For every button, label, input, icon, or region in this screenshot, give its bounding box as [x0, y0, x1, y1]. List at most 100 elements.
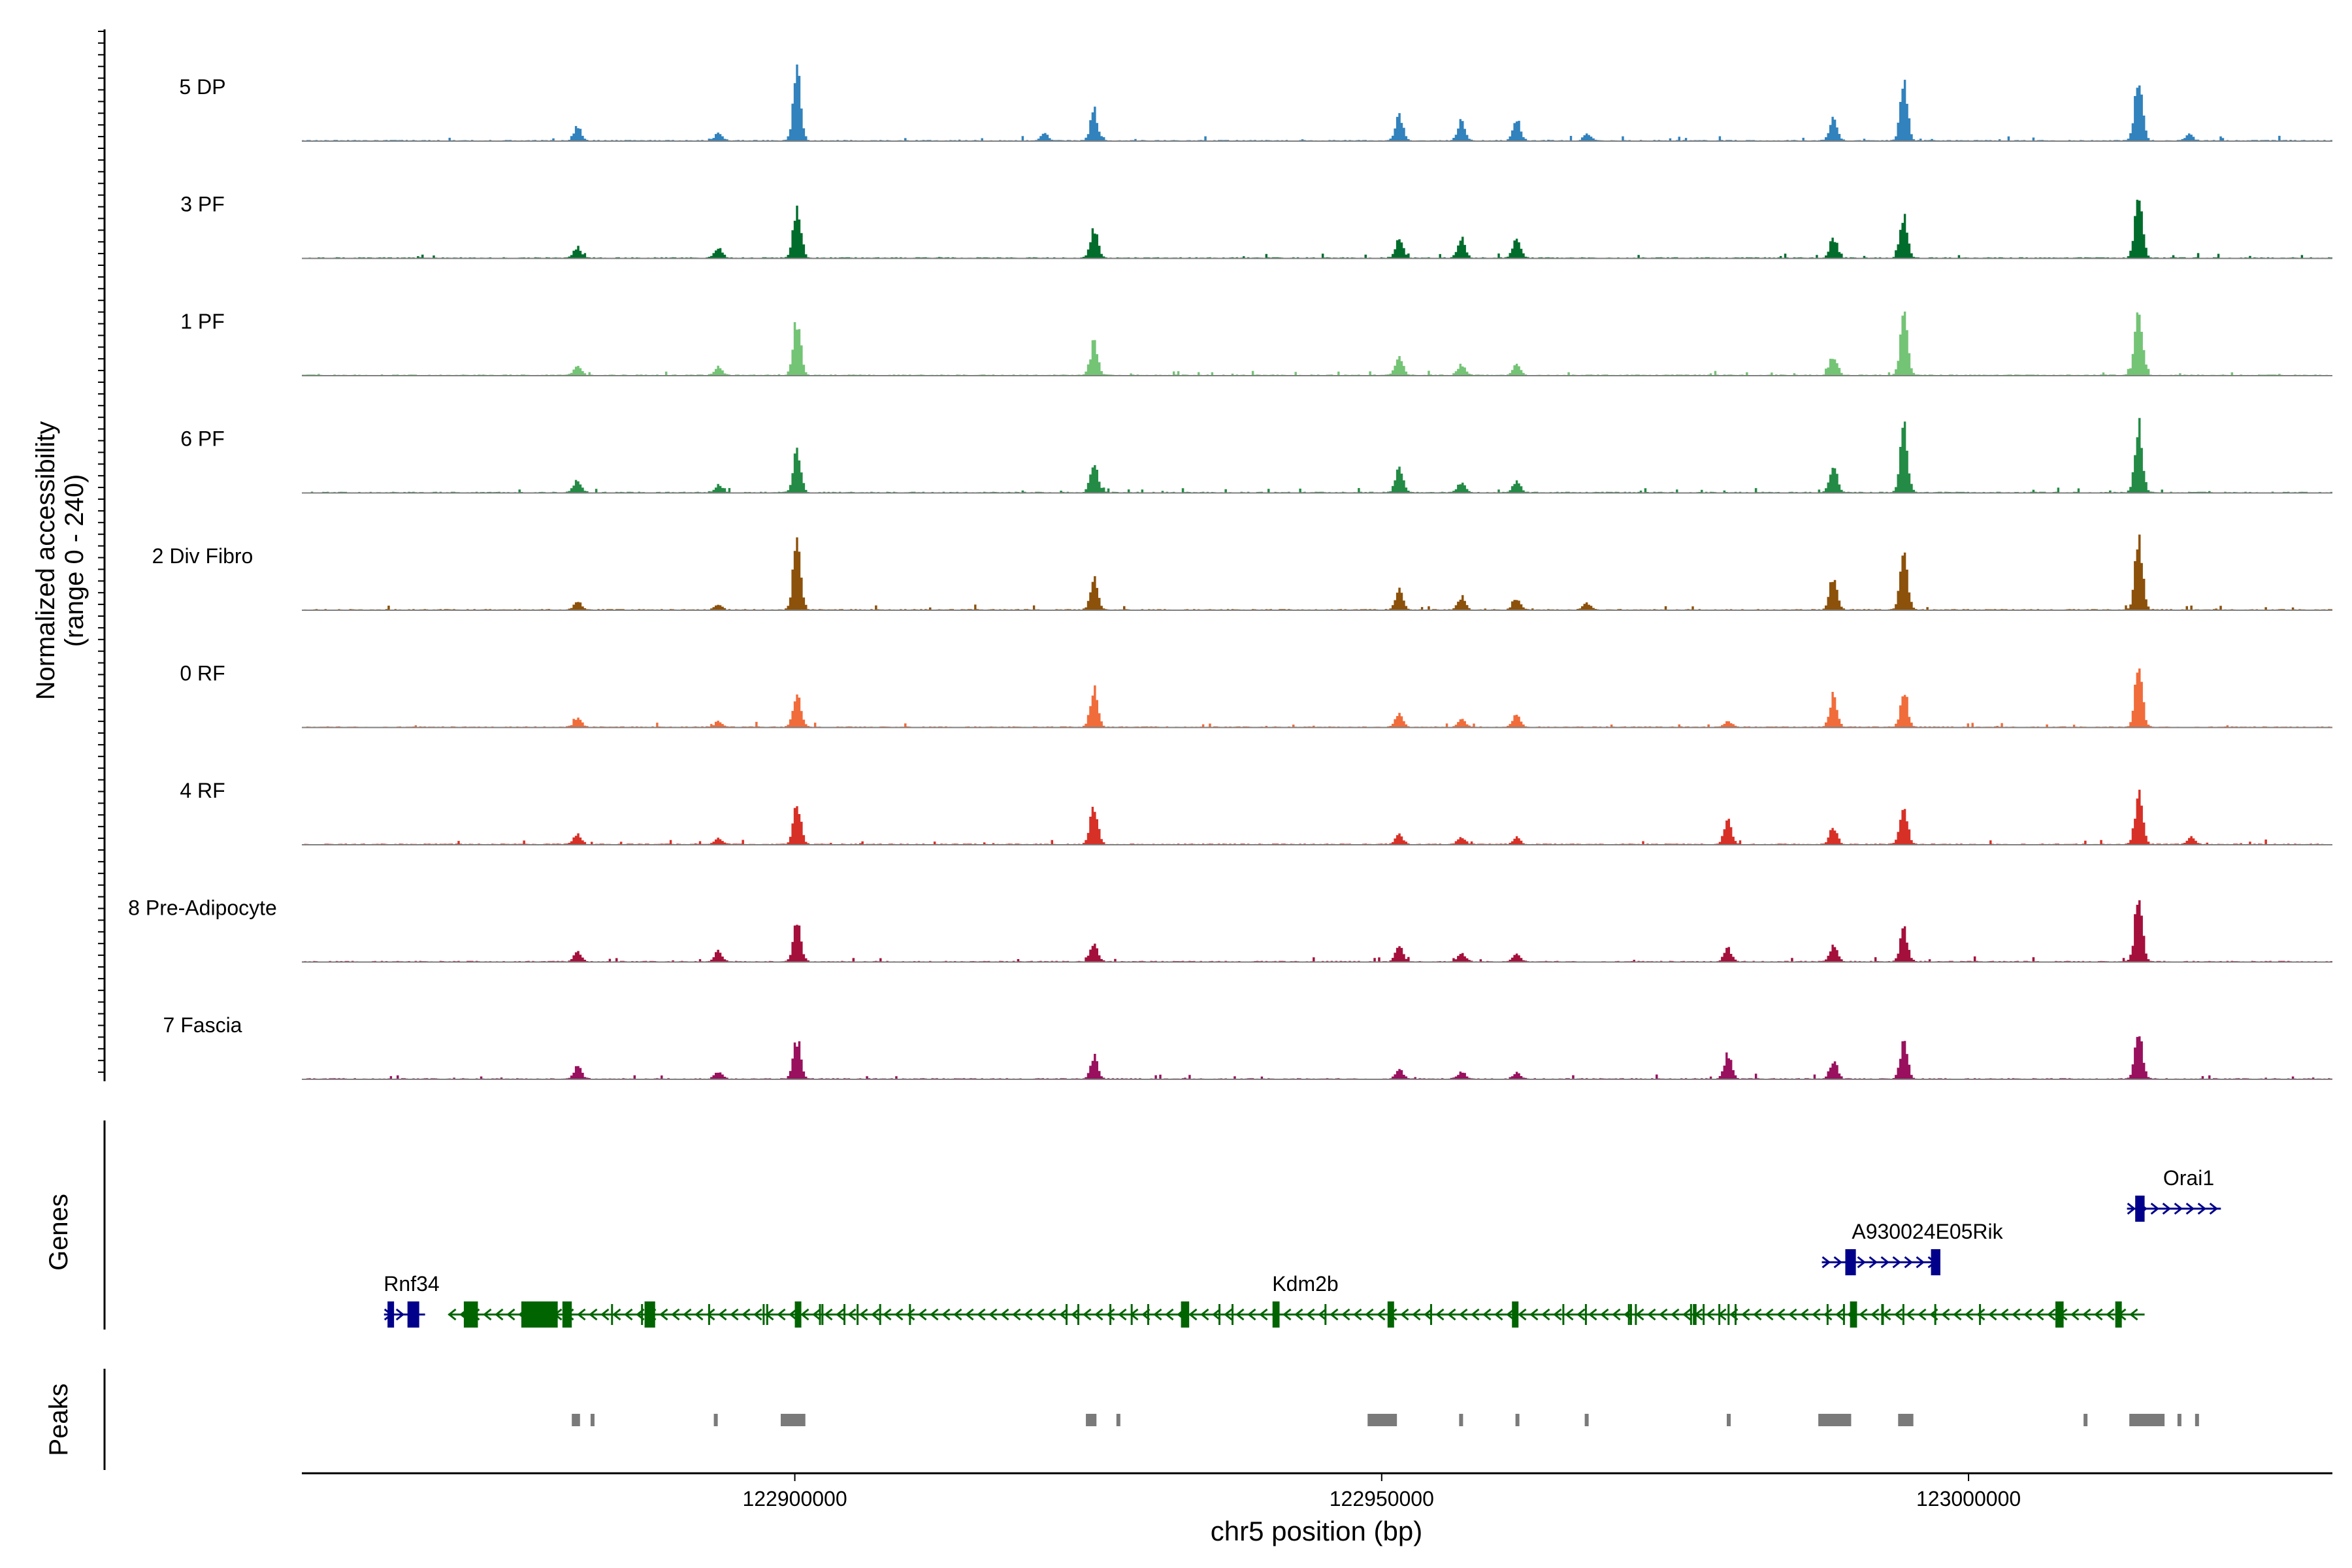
peak-region [1726, 1414, 1731, 1426]
strand-chevron [1059, 1308, 1068, 1321]
strand-chevron [1800, 1308, 1809, 1321]
peak-mark [1903, 554, 1905, 610]
strand-chevron [2197, 1202, 2207, 1215]
strand-chevron [742, 1308, 751, 1321]
strand-chevron [1424, 1308, 1433, 1321]
peak-mark [1398, 589, 1401, 610]
strand-chevron [2162, 1202, 2172, 1215]
peak-mark [1832, 463, 1835, 493]
strand-chevron [1565, 1308, 1574, 1321]
peak-region [2177, 1414, 2181, 1426]
strand-chevron [1047, 1308, 1056, 1321]
peak-mark [717, 367, 720, 376]
peak-mark [1586, 603, 1588, 611]
strand-chevron [2023, 1308, 2033, 1321]
gene-label: Kdm2b [1272, 1272, 1338, 1296]
strand-chevron [1165, 1308, 1174, 1321]
peak-mark [1727, 947, 1729, 962]
peak-mark [576, 1066, 579, 1079]
peak-mark [796, 66, 798, 141]
peak-mark [1515, 482, 1518, 493]
strand-chevron [694, 1308, 704, 1321]
peak-mark [717, 247, 720, 258]
strand-chevron [871, 1308, 880, 1321]
peak-mark [1515, 599, 1518, 610]
peak-mark [1398, 237, 1401, 258]
peak-mark [2188, 134, 2191, 142]
x-tick-label: 122950000 [1330, 1487, 1434, 1511]
peak-mark [796, 202, 798, 258]
strand-chevron [1916, 1256, 1925, 1269]
strand-chevron [1330, 1308, 1339, 1321]
peak-region [572, 1414, 580, 1426]
peak-mark [2138, 1030, 2140, 1079]
peak-mark [1903, 804, 1905, 845]
x-axis-title: chr5 position (bp) [1211, 1516, 1423, 1546]
track-label: 0 RF [180, 662, 225, 685]
peak-mark [576, 601, 579, 610]
exon [1845, 1249, 1856, 1275]
strand-chevron [1812, 1308, 1821, 1321]
track-label: 3 PF [180, 193, 225, 216]
gene-label: Orai1 [2163, 1166, 2214, 1190]
peak-mark [2138, 660, 2140, 728]
peak-mark [576, 951, 579, 962]
peak-mark [576, 480, 579, 493]
strand-chevron [1821, 1256, 1831, 1269]
gene-kdm2b: Kdm2b [448, 1272, 2145, 1328]
peak-mark [1515, 236, 1518, 259]
strand-chevron [730, 1308, 739, 1321]
exon [1850, 1301, 1857, 1328]
strand-chevron [1188, 1308, 1198, 1321]
exon [1387, 1301, 1394, 1328]
strand-chevron [824, 1308, 833, 1321]
peak-region [780, 1414, 806, 1426]
peak-mark [1398, 357, 1401, 376]
strand-chevron [988, 1308, 998, 1321]
strand-chevron [965, 1308, 974, 1321]
track-label: 7 Fascia [163, 1013, 242, 1037]
peak-mark [1515, 119, 1518, 142]
strand-chevron [2070, 1308, 2080, 1321]
strand-chevron [1435, 1308, 1445, 1321]
strand-chevron [1904, 1256, 1913, 1269]
exon [463, 1301, 478, 1328]
track-5-dp [302, 64, 2332, 142]
strand-chevron [1353, 1308, 1362, 1321]
genes-track-label: Genes [44, 1194, 73, 1271]
strand-chevron [859, 1308, 868, 1321]
peak-region [1515, 1414, 1520, 1426]
peak-mark [796, 316, 798, 376]
strand-chevron [1612, 1308, 1621, 1321]
strand-chevron [789, 1308, 798, 1321]
strand-chevron [800, 1308, 809, 1321]
coverage-area [302, 64, 2332, 141]
peak-mark [2138, 301, 2140, 376]
peak-mark [1727, 1053, 1729, 1079]
strand-chevron [1859, 1308, 1868, 1321]
exon [1272, 1301, 1280, 1328]
strand-chevron [1833, 1256, 1842, 1269]
peak-mark [796, 804, 798, 845]
strand-chevron [659, 1308, 668, 1321]
peak-mark [2138, 420, 2140, 493]
strand-chevron [1823, 1308, 1833, 1321]
strand-chevron [1894, 1308, 1903, 1321]
peak-mark [1832, 355, 1835, 376]
peak-mark [1515, 838, 1518, 845]
exon [1931, 1249, 1940, 1275]
peak-mark [1043, 134, 1046, 142]
peak-mark [1903, 1042, 1905, 1080]
peak-mark [717, 951, 720, 962]
strand-chevron [1083, 1308, 1092, 1321]
peak-mark [1460, 953, 1463, 962]
exon [1512, 1301, 1519, 1328]
peak-mark [2190, 838, 2193, 845]
strand-chevron [2012, 1308, 2021, 1321]
track-label: 6 PF [180, 427, 225, 451]
strand-chevron [1788, 1308, 1797, 1321]
strand-chevron [2082, 1308, 2091, 1321]
peak-mark [1398, 1068, 1401, 1079]
strand-chevron [1071, 1308, 1080, 1321]
strand-chevron [1671, 1308, 1680, 1321]
